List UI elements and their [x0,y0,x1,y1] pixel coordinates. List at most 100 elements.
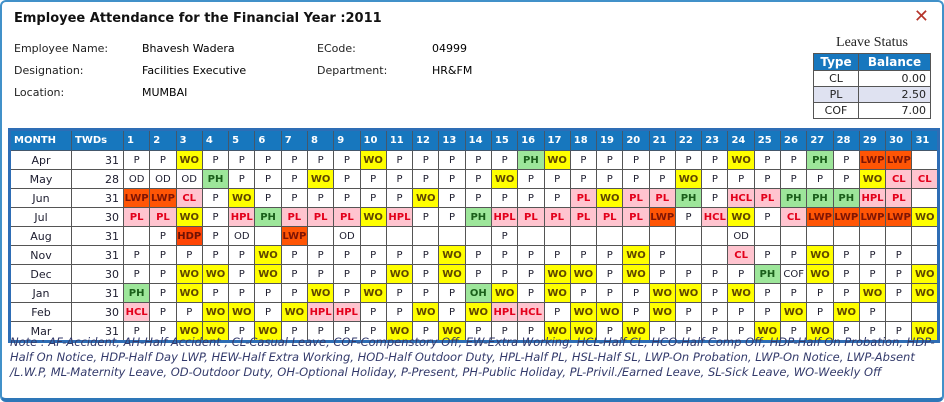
attendance-day-cell: P [806,283,834,303]
attendance-day-cell: HPL [333,302,361,322]
attendance-day-cell: PH [780,188,808,208]
attendance-day-cell: P [885,283,913,303]
attendance-day-cell: OD [727,226,755,246]
attendance-day-cell: P [306,321,335,342]
day-column-header: 8 [306,129,335,151]
attendance-day-cell: P [464,245,492,265]
attendance-day-cell: CL [780,207,808,227]
attendance-day-cell: P [149,226,177,246]
attendance-day-cell: P [727,169,755,189]
attendance-day-cell: P [201,188,230,208]
department-value: HR&FM [432,64,473,77]
day-column-header: 26 [780,129,808,151]
attendance-day-cell: WO [911,264,939,284]
leave-status-column-header: Type [813,53,859,71]
day-column-header: 28 [832,129,860,151]
attendance-row: Feb 30 HCL P P WO WO P WO HPL HPL P P WO P WO HPL HCL P WO W… [9,302,939,322]
attendance-day-cell [911,150,939,170]
attendance-day-cell: PL [622,188,650,208]
attendance-day-cell [911,245,939,265]
attendance-day-cell [122,226,151,246]
attendance-day-cell: WO [911,207,939,227]
attendance-day-cell: P [780,169,808,189]
attendance-day-cell: P [228,150,256,170]
attendance-day-cell: P [149,302,177,322]
attendance-day-cell: P [175,245,203,265]
attendance-day-cell: P [359,245,387,265]
day-column-header: 18 [569,129,598,151]
attendance-day-cell: PH [832,188,860,208]
month-cell: Jun [9,188,72,208]
leave-status-table: Type Balance CL 0.00 PL 2.50 COF 7.00 [813,53,931,119]
attendance-day-cell: P [832,321,860,342]
attendance-day-cell: P [517,169,545,189]
day-column-header: 2 [149,129,177,151]
month-cell: Mar [9,321,72,342]
attendance-day-cell: WO [359,283,387,303]
attendance-day-cell: WO [490,169,519,189]
attendance-day-cell: P [753,207,782,227]
attendance-day-cell: PH [201,169,230,189]
attendance-day-cell: P [701,169,729,189]
month-cell: Dec [9,264,72,284]
day-column-header: 31 [911,129,939,151]
attendance-day-cell: P [569,150,598,170]
attendance-day-cell: P [306,264,335,284]
attendance-day-cell [885,302,913,322]
twds-cell: 30 [71,302,124,322]
attendance-day-cell: PH [517,150,545,170]
attendance-day-cell: P [622,169,650,189]
leave-status-row: CL 0.00 [813,70,931,87]
attendance-day-cell: HCL [122,302,151,322]
attendance-day-cell: HPL [385,207,414,227]
attendance-day-cell: P [359,188,387,208]
attendance-day-cell: WO [464,302,492,322]
attendance-day-cell: P [122,150,151,170]
attendance-day-cell: P [727,321,755,342]
attendance-day-cell: WO [254,264,282,284]
attendance-day-cell: P [674,207,703,227]
attendance-day-cell: PL [648,188,676,208]
attendance-day-cell: P [412,245,440,265]
attendance-day-cell: P [333,169,361,189]
attendance-day-cell: P [517,245,545,265]
attendance-day-cell: P [385,283,414,303]
attendance-day-cell: WO [569,264,598,284]
attendance-row: Jun 31 LWP LWP CL P WO P P P P P P WO P P P P P PL WO PL PL PH P… [9,188,939,208]
attendance-day-cell: P [648,245,676,265]
attendance-day-cell: PH [806,150,834,170]
attendance-day-cell [753,226,782,246]
attendance-day-cell: HCL [517,302,545,322]
attendance-day-cell: P [674,302,703,322]
attendance-day-cell: P [280,169,308,189]
attendance-day-cell: WO [438,321,466,342]
attendance-day-cell: WO [806,264,834,284]
attendance-day-cell: P [780,283,808,303]
attendance-day-cell: P [780,150,808,170]
attendance-day-cell: P [858,264,887,284]
attendance-day-cell: WO [385,321,414,342]
attendance-day-cell: LWP [122,188,151,208]
month-cell: Aug [9,226,72,246]
attendance-day-cell [911,226,939,246]
attendance-day-cell [438,226,466,246]
month-cell: Nov [9,245,72,265]
attendance-row: May 28 OD OD OD PH P P P WO P P P P P P WO P P P P P P WO P P P P P P… [9,169,939,189]
attendance-day-cell: WO [622,264,650,284]
attendance-day-cell: P [543,302,571,322]
attendance-day-cell: P [464,150,492,170]
day-column-header: 1 [122,129,151,151]
attendance-day-cell: LWP [280,226,308,246]
attendance-day-cell [648,226,676,246]
close-icon[interactable]: ✕ [913,6,929,27]
attendance-day-cell: P [727,302,755,322]
attendance-day-cell: P [701,302,729,322]
attendance-day-cell: P [438,188,466,208]
attendance-day-cell: P [701,188,729,208]
attendance-day-cell: WO [648,302,676,322]
leave-status-row: COF 7.00 [813,102,931,119]
attendance-day-cell: P [359,321,387,342]
attendance-day-cell: P [254,169,282,189]
designation-label: Designation: [14,64,84,77]
attendance-day-cell [569,226,598,246]
